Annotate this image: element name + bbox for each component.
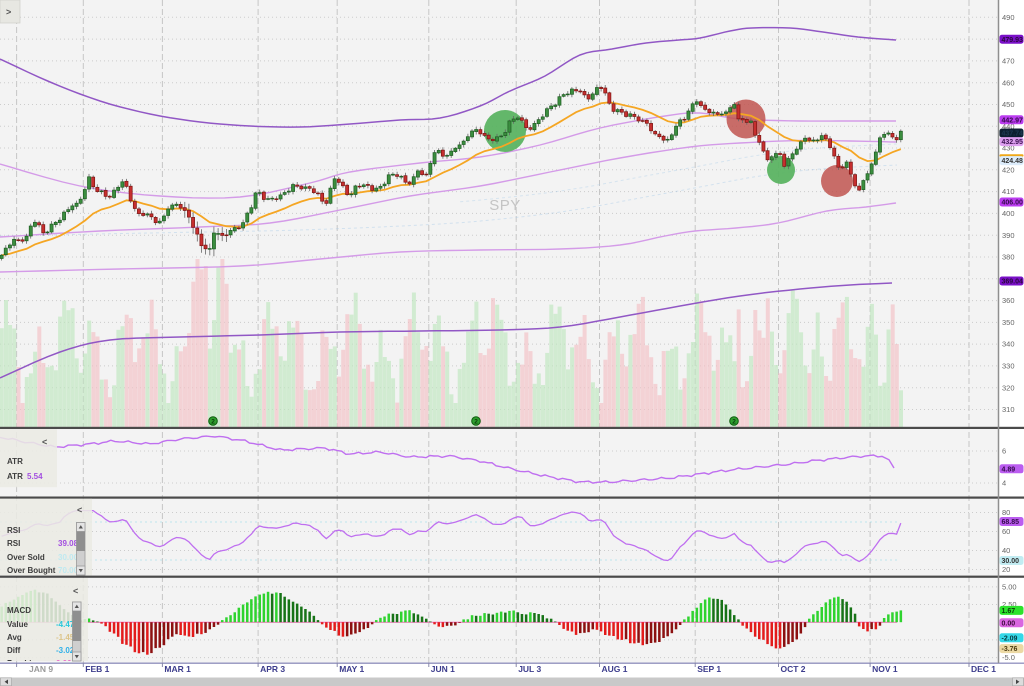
- svg-text:380: 380: [1002, 253, 1015, 262]
- svg-text:330: 330: [1002, 362, 1015, 371]
- svg-text:60: 60: [1002, 527, 1010, 536]
- svg-text:Diff: Diff: [7, 646, 21, 655]
- svg-text:470: 470: [1002, 57, 1015, 66]
- svg-text:479.93: 479.93: [1002, 37, 1024, 44]
- svg-text:430: 430: [1002, 144, 1015, 153]
- svg-text:SEP 1: SEP 1: [697, 664, 721, 674]
- svg-text:39.08: 39.08: [58, 539, 79, 548]
- svg-text:0.00: 0.00: [56, 659, 72, 668]
- svg-text:OCT 2: OCT 2: [781, 664, 806, 674]
- svg-text:68.85: 68.85: [1002, 519, 1020, 526]
- svg-text:Avg: Avg: [7, 633, 22, 642]
- svg-text:437.74: 437.74: [1002, 131, 1024, 138]
- svg-text:JUL 3: JUL 3: [518, 664, 541, 674]
- svg-text:JUN 1: JUN 1: [431, 664, 455, 674]
- svg-text:AUG 1: AUG 1: [602, 664, 628, 674]
- svg-text:MACD: MACD: [7, 606, 31, 615]
- svg-text:4: 4: [1002, 479, 1006, 488]
- svg-text:6: 6: [1002, 447, 1006, 456]
- svg-text:30.00: 30.00: [1002, 558, 1020, 565]
- svg-text:2.50: 2.50: [1002, 600, 1017, 609]
- svg-text:40: 40: [1002, 546, 1010, 555]
- svg-text:<: <: [73, 586, 78, 596]
- svg-text:5.00: 5.00: [1002, 583, 1017, 592]
- svg-text:-5.0: -5.0: [1002, 653, 1015, 662]
- svg-text:30.00: 30.00: [58, 553, 79, 562]
- svg-text:2: 2: [474, 419, 478, 426]
- svg-text:MAY 1: MAY 1: [339, 664, 364, 674]
- svg-text:RSI: RSI: [7, 539, 20, 548]
- svg-text:FEB 1: FEB 1: [85, 664, 109, 674]
- svg-text:4.89: 4.89: [1002, 466, 1016, 473]
- svg-text:5.54: 5.54: [27, 472, 43, 481]
- svg-text:340: 340: [1002, 340, 1015, 349]
- svg-text:360: 360: [1002, 296, 1015, 305]
- svg-text:460: 460: [1002, 78, 1015, 87]
- svg-text:0.00: 0.00: [1002, 620, 1016, 627]
- svg-text:320: 320: [1002, 383, 1015, 392]
- svg-text:420: 420: [1002, 165, 1015, 174]
- svg-text:Over Bought: Over Bought: [7, 566, 56, 575]
- svg-text:400: 400: [1002, 209, 1015, 218]
- svg-text:369.04: 369.04: [1002, 279, 1024, 286]
- svg-text:424.48: 424.48: [1002, 158, 1024, 165]
- svg-text:2: 2: [732, 419, 736, 426]
- svg-text:<: <: [77, 505, 82, 515]
- svg-text:<: <: [42, 437, 47, 447]
- svg-text:>: >: [6, 7, 11, 17]
- svg-text:ZeroLine: ZeroLine: [7, 659, 41, 668]
- svg-text:70.00: 70.00: [58, 566, 79, 575]
- svg-text:NOV 1: NOV 1: [872, 664, 898, 674]
- svg-text:-3.76: -3.76: [1002, 646, 1018, 653]
- svg-text:432.95: 432.95: [1002, 139, 1024, 146]
- svg-text:450: 450: [1002, 100, 1015, 109]
- svg-text:80: 80: [1002, 508, 1010, 517]
- svg-text:20: 20: [1002, 565, 1010, 574]
- svg-text:2: 2: [211, 419, 215, 426]
- svg-text:ATR: ATR: [7, 457, 23, 466]
- svg-text:-2.09: -2.09: [1002, 635, 1018, 642]
- svg-text:SPY: SPY: [489, 197, 521, 214]
- svg-text:Value: Value: [7, 620, 28, 629]
- svg-text:ATR: ATR: [7, 472, 23, 481]
- svg-text:410: 410: [1002, 187, 1015, 196]
- svg-text:490: 490: [1002, 13, 1015, 22]
- svg-text:390: 390: [1002, 231, 1015, 240]
- svg-text:406.00: 406.00: [1002, 200, 1024, 207]
- svg-text:Over Sold: Over Sold: [7, 553, 45, 562]
- svg-text:JAN 9: JAN 9: [29, 664, 53, 674]
- svg-text:MAR 1: MAR 1: [164, 664, 191, 674]
- svg-text:APR 3: APR 3: [260, 664, 285, 674]
- svg-text:310: 310: [1002, 405, 1015, 414]
- svg-text:-1.45: -1.45: [56, 633, 75, 642]
- svg-text:440: 440: [1002, 122, 1015, 131]
- svg-text:350: 350: [1002, 318, 1015, 327]
- svg-text:DEC 1: DEC 1: [971, 664, 996, 674]
- svg-text:442.97: 442.97: [1002, 117, 1024, 124]
- svg-text:RSI: RSI: [7, 526, 20, 535]
- svg-text:-4.47: -4.47: [56, 620, 75, 629]
- svg-text:-3.02: -3.02: [56, 646, 75, 655]
- svg-text:1.67: 1.67: [1002, 608, 1016, 615]
